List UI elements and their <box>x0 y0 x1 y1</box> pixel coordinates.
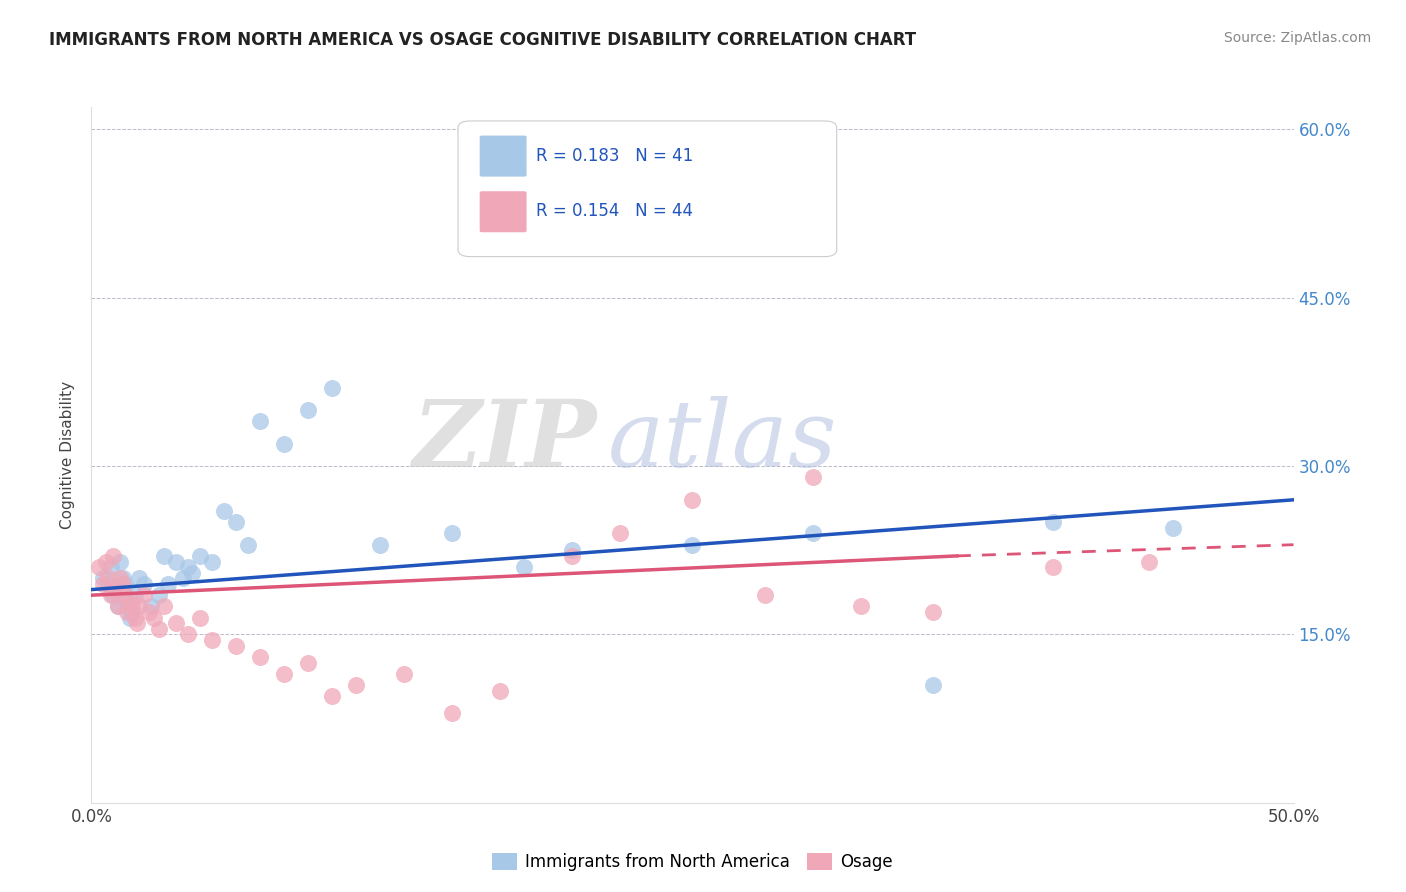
Point <box>117 605 139 619</box>
Point <box>440 526 463 541</box>
Point <box>201 555 224 569</box>
Point <box>1042 560 1064 574</box>
Point <box>236 538 259 552</box>
Point <box>117 594 139 608</box>
Point <box>321 381 343 395</box>
Point <box>922 605 945 619</box>
Point <box>176 627 198 641</box>
Point <box>249 649 271 664</box>
Point <box>134 588 156 602</box>
Point <box>111 577 134 591</box>
Point <box>118 594 141 608</box>
Point <box>138 605 160 619</box>
Point <box>152 549 174 563</box>
Text: R = 0.183   N = 41: R = 0.183 N = 41 <box>536 147 693 165</box>
Point <box>134 577 156 591</box>
Point <box>681 538 703 552</box>
Point <box>107 599 129 614</box>
Point <box>489 683 512 698</box>
FancyBboxPatch shape <box>479 136 527 177</box>
Point <box>609 526 631 541</box>
Point <box>297 403 319 417</box>
FancyBboxPatch shape <box>479 191 527 232</box>
Point <box>148 622 170 636</box>
Point <box>128 571 150 585</box>
Point <box>681 492 703 507</box>
Point <box>110 555 132 569</box>
Point <box>212 504 235 518</box>
Point <box>801 526 824 541</box>
Point <box>440 706 463 720</box>
Point <box>249 414 271 428</box>
Point <box>849 599 872 614</box>
Point <box>1042 515 1064 529</box>
Point <box>1137 555 1160 569</box>
Point <box>188 610 211 624</box>
Point <box>188 549 211 563</box>
Point <box>93 571 115 585</box>
Point <box>561 543 583 558</box>
Point <box>125 616 148 631</box>
Point <box>181 566 204 580</box>
Point <box>94 555 117 569</box>
Point <box>201 633 224 648</box>
Point <box>104 582 127 597</box>
Legend: Immigrants from North America, Osage: Immigrants from North America, Osage <box>485 847 900 878</box>
FancyBboxPatch shape <box>458 121 837 257</box>
Point <box>114 588 136 602</box>
Point <box>124 610 146 624</box>
Point <box>97 571 120 585</box>
Point <box>368 538 391 552</box>
Point <box>172 571 194 585</box>
Point <box>121 599 143 614</box>
Point <box>128 599 150 614</box>
Point <box>124 588 146 602</box>
Point <box>344 678 367 692</box>
Point <box>297 656 319 670</box>
Point <box>225 639 247 653</box>
Point <box>93 577 115 591</box>
Text: IMMIGRANTS FROM NORTH AMERICA VS OSAGE COGNITIVE DISABILITY CORRELATION CHART: IMMIGRANTS FROM NORTH AMERICA VS OSAGE C… <box>49 31 917 49</box>
Y-axis label: Cognitive Disability: Cognitive Disability <box>60 381 76 529</box>
Point <box>111 571 134 585</box>
Point <box>392 666 415 681</box>
Point <box>97 577 120 591</box>
Point <box>114 577 136 591</box>
Point <box>101 588 124 602</box>
Point <box>107 599 129 614</box>
Point <box>225 515 247 529</box>
Point <box>273 436 295 450</box>
Text: atlas: atlas <box>609 396 838 486</box>
Text: ZIP: ZIP <box>412 396 596 486</box>
Point <box>157 577 180 591</box>
Point <box>152 599 174 614</box>
Text: Source: ZipAtlas.com: Source: ZipAtlas.com <box>1223 31 1371 45</box>
Point <box>121 605 143 619</box>
Point <box>104 582 127 597</box>
Point <box>561 549 583 563</box>
Point <box>801 470 824 484</box>
Point <box>165 616 187 631</box>
Point <box>754 588 776 602</box>
Point <box>100 560 122 574</box>
Point <box>176 560 198 574</box>
Point <box>101 549 124 563</box>
Point <box>142 610 165 624</box>
Point <box>321 689 343 703</box>
Point <box>165 555 187 569</box>
Point <box>1161 521 1184 535</box>
Point <box>141 599 163 614</box>
Point <box>922 678 945 692</box>
Point <box>273 666 295 681</box>
Point <box>87 560 110 574</box>
Point <box>148 588 170 602</box>
Point <box>100 588 122 602</box>
Point <box>118 610 141 624</box>
Text: R = 0.154   N = 44: R = 0.154 N = 44 <box>536 202 693 220</box>
Point <box>513 560 536 574</box>
Point <box>110 571 132 585</box>
